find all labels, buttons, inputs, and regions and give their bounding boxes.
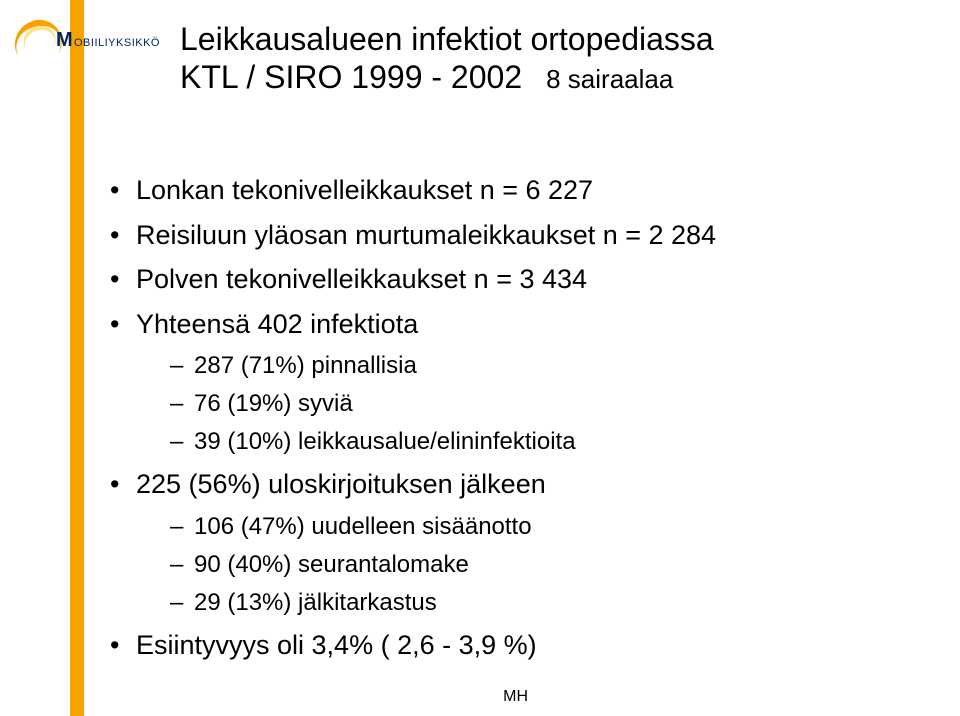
bullet-list: Lonkan tekonivelleikkaukset n = 6 227 Re… bbox=[110, 170, 920, 665]
list-item: Polven tekonivelleikkaukset n = 3 434 bbox=[110, 259, 920, 300]
bullet-text: Polven tekonivelleikkaukset n = 3 434 bbox=[136, 264, 587, 294]
slide: M OBIILIYKSIKKÖ Leikkausalueen infektiot… bbox=[0, 0, 960, 716]
list-item: 39 (10%) leikkausalue/elininfektioita bbox=[170, 424, 920, 460]
bullet-text: Reisiluun yläosan murtumaleikkaukset n =… bbox=[136, 220, 716, 250]
list-item: 90 (40%) seurantalomake bbox=[170, 547, 920, 583]
title-line-2: KTL / SIRO 1999 - 2002 8 sairaalaa bbox=[180, 58, 920, 96]
list-item: Lonkan tekonivelleikkaukset n = 6 227 bbox=[110, 170, 920, 211]
title-line-2b: 8 sairaalaa bbox=[546, 64, 673, 94]
bullet-text: 225 (56%) uloskirjoituksen jälkeen bbox=[136, 469, 546, 499]
bullet-text: 106 (47%) uudelleen sisäänotto bbox=[194, 513, 532, 540]
bullet-text: 76 (19%) syviä bbox=[194, 390, 353, 417]
content-block: Lonkan tekonivelleikkaukset n = 6 227 Re… bbox=[110, 150, 920, 669]
title-line-2a: KTL / SIRO 1999 - 2002 bbox=[180, 59, 522, 95]
title-block: Leikkausalueen infektiot ortopediassa KT… bbox=[180, 20, 920, 97]
logo-text: OBIILIYKSIKKÖ bbox=[74, 37, 160, 49]
bullet-text: 90 (40%) seurantalomake bbox=[194, 551, 469, 578]
bullet-text: Yhteensä 402 infektiota bbox=[136, 309, 418, 339]
logo: M OBIILIYKSIKKÖ bbox=[8, 14, 188, 68]
bullet-text: 287 (71%) pinnallisia bbox=[194, 352, 417, 379]
sub-list: 106 (47%) uudelleen sisäänotto 90 (40%) … bbox=[136, 509, 920, 621]
list-item: 225 (56%) uloskirjoituksen jälkeen 106 (… bbox=[110, 464, 920, 621]
sub-list: 287 (71%) pinnallisia 76 (19%) syviä 39 … bbox=[136, 348, 920, 460]
list-item: Reisiluun yläosan murtumaleikkaukset n =… bbox=[110, 215, 920, 256]
list-item: 106 (47%) uudelleen sisäänotto bbox=[170, 509, 920, 545]
footer-initials: MH bbox=[503, 688, 528, 706]
bullet-text: Lonkan tekonivelleikkaukset n = 6 227 bbox=[136, 175, 593, 205]
list-item: Yhteensä 402 infektiota 287 (71%) pinnal… bbox=[110, 304, 920, 461]
left-accent-bar bbox=[70, 0, 84, 716]
bullet-text: Esiintyvyys oli 3,4% ( 2,6 - 3,9 %) bbox=[136, 630, 537, 660]
bullet-text: 29 (13%) jälkitarkastus bbox=[194, 589, 437, 616]
list-item: 287 (71%) pinnallisia bbox=[170, 348, 920, 384]
list-item: 29 (13%) jälkitarkastus bbox=[170, 585, 920, 621]
bullet-text: 39 (10%) leikkausalue/elininfektioita bbox=[194, 428, 576, 455]
list-item: 76 (19%) syviä bbox=[170, 386, 920, 422]
title-line-1: Leikkausalueen infektiot ortopediassa bbox=[180, 20, 920, 58]
logo-swoosh-icon: M OBIILIYKSIKKÖ bbox=[8, 14, 188, 68]
svg-text:M: M bbox=[56, 29, 73, 51]
list-item: Esiintyvyys oli 3,4% ( 2,6 - 3,9 %) bbox=[110, 625, 920, 666]
